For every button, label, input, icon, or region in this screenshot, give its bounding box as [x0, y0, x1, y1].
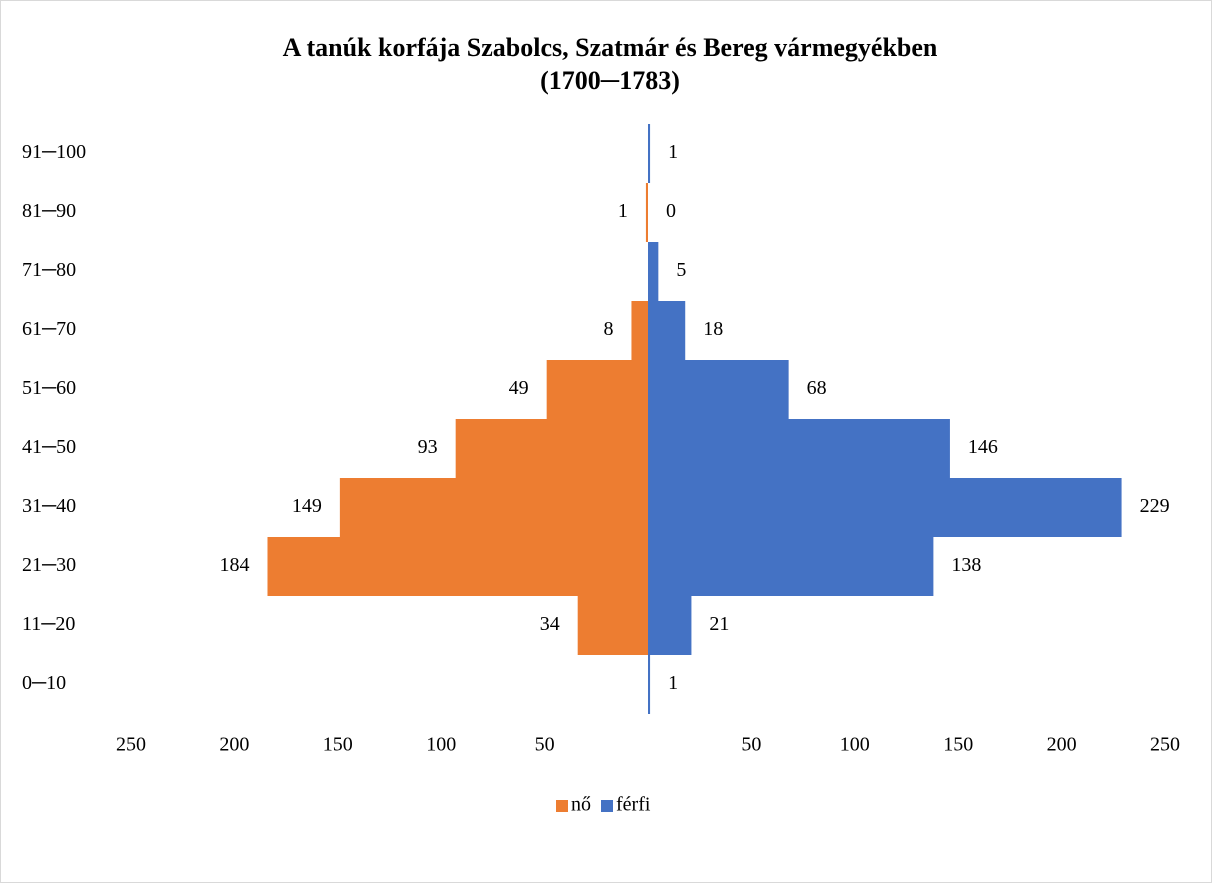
bar [339, 478, 648, 537]
data-label: 49 [509, 377, 529, 399]
bar [645, 183, 648, 242]
data-label: 18 [703, 318, 723, 340]
legend-label: férfi [616, 794, 651, 816]
y-tick-label: 91─100 [22, 141, 86, 163]
bar [648, 242, 659, 301]
x-tick-label: 50 [741, 734, 761, 756]
legend-swatch [601, 800, 613, 812]
data-label: 5 [676, 259, 686, 281]
data-label: 21 [709, 613, 729, 635]
y-tick-label: 41─50 [22, 436, 76, 458]
x-tick-label: 200 [219, 734, 249, 756]
data-label: 146 [968, 436, 998, 458]
x-tick-label: 150 [323, 734, 353, 756]
legend-label: nő [571, 794, 591, 816]
bar [648, 596, 692, 655]
bar [631, 301, 648, 360]
data-label: 149 [292, 495, 322, 517]
y-tick-label: 81─90 [22, 200, 76, 222]
y-tick-label: 51─60 [22, 377, 76, 399]
legend-swatch [556, 800, 568, 812]
data-label: 93 [418, 436, 438, 458]
bar [648, 360, 789, 419]
bar [648, 478, 1122, 537]
y-tick-label: 71─80 [22, 259, 76, 281]
bar [648, 419, 950, 478]
chart-subtitle: (1700─1783) [540, 66, 680, 95]
x-tick-label: 100 [426, 734, 456, 756]
bar [648, 124, 651, 183]
data-label: 1 [668, 672, 678, 694]
bar [455, 419, 648, 478]
bar [546, 360, 648, 419]
data-label: 184 [219, 554, 249, 576]
data-label: 138 [951, 554, 981, 576]
y-tick-label: 31─40 [22, 495, 76, 517]
y-tick-label: 21─30 [22, 554, 76, 576]
bar [648, 537, 934, 596]
bar [648, 301, 686, 360]
x-tick-label: 150 [943, 734, 973, 756]
data-label: 0 [666, 200, 676, 222]
y-tick-label: 0─10 [22, 672, 66, 694]
bar [648, 655, 651, 714]
data-label: 1 [618, 200, 628, 222]
x-tick-label: 50 [535, 734, 555, 756]
y-tick-label: 11─20 [22, 613, 75, 635]
data-label: 229 [1140, 495, 1170, 517]
data-label: 8 [603, 318, 613, 340]
x-tick-label: 250 [116, 734, 146, 756]
bar [577, 596, 648, 655]
data-label: 68 [807, 377, 827, 399]
x-tick-label: 200 [1047, 734, 1077, 756]
bar [267, 537, 648, 596]
x-tick-label: 100 [840, 734, 870, 756]
data-label: 34 [540, 613, 560, 635]
data-label: 1 [668, 141, 678, 163]
chart-title: A tanúk korfája Szabolcs, Szatmár és Ber… [283, 33, 938, 62]
y-tick-label: 61─70 [22, 318, 76, 340]
x-tick-label: 250 [1150, 734, 1180, 756]
